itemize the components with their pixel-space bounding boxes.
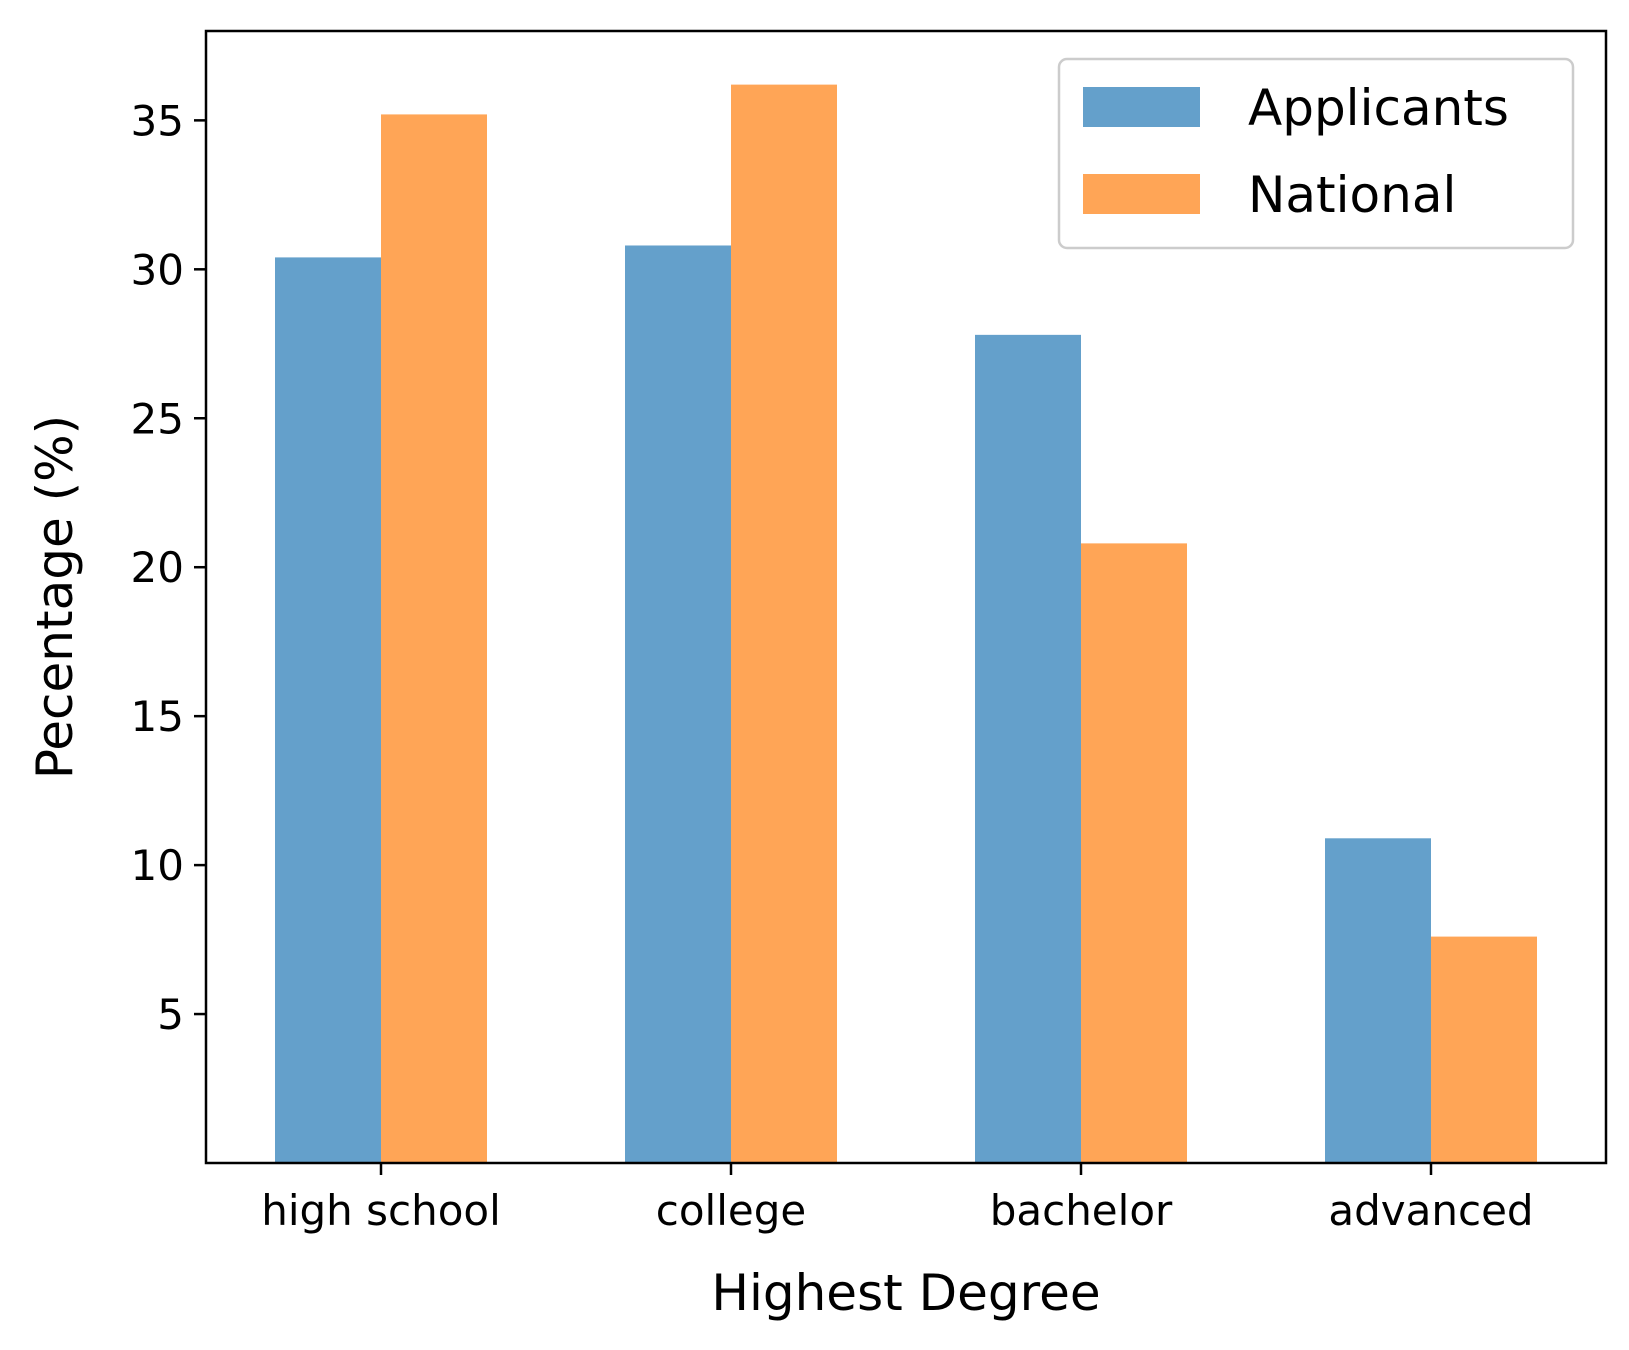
bar-applicants-college xyxy=(625,245,731,1164)
y-tick-label: 5 xyxy=(157,990,184,1039)
y-tick-label: 10 xyxy=(131,841,184,890)
x-axis-label: Highest Degree xyxy=(711,1264,1100,1322)
y-axis-label: Pecentage (%) xyxy=(26,415,84,779)
legend-label-applicants: Applicants xyxy=(1248,79,1509,137)
y-tick-label: 35 xyxy=(131,96,184,145)
x-axis: high school college bachelor advanced xyxy=(261,1163,1534,1235)
y-tick-label: 15 xyxy=(131,692,184,741)
bar-national-bachelor xyxy=(1081,543,1187,1163)
bar-national-college xyxy=(731,84,837,1163)
x-tick-label-advanced: advanced xyxy=(1328,1186,1533,1235)
y-tick-label: 25 xyxy=(131,394,184,443)
bar-applicants-bachelor xyxy=(975,334,1081,1163)
y-axis: 5 10 15 20 25 30 35 xyxy=(131,96,206,1039)
bar-national-high-school xyxy=(381,114,487,1164)
legend-label-national: National xyxy=(1248,166,1456,224)
bars-group xyxy=(275,84,1537,1164)
bar-applicants-advanced xyxy=(1325,838,1431,1163)
plot-frame xyxy=(204,29,1608,1165)
bar-applicants-high-school xyxy=(275,257,381,1163)
legend-swatch-national xyxy=(1083,174,1200,214)
legend-swatch-applicants xyxy=(1083,87,1200,127)
x-tick-label-college: college xyxy=(656,1186,806,1235)
y-tick-label: 30 xyxy=(131,245,184,294)
bar-national-advanced xyxy=(1431,936,1537,1163)
legend: Applicants National xyxy=(1057,57,1575,250)
y-tick-label: 20 xyxy=(131,543,184,592)
x-tick-label-high-school: high school xyxy=(261,1186,501,1235)
x-tick-label-bachelor: bachelor xyxy=(990,1186,1173,1235)
